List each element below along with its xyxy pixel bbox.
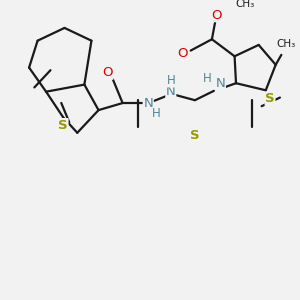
Text: N: N bbox=[166, 85, 176, 98]
Text: CH₃: CH₃ bbox=[235, 0, 254, 9]
Text: N: N bbox=[215, 77, 225, 90]
Text: O: O bbox=[212, 9, 222, 22]
Text: N: N bbox=[143, 97, 153, 110]
Text: H: H bbox=[167, 74, 176, 87]
Text: O: O bbox=[178, 47, 188, 60]
Text: S: S bbox=[190, 129, 200, 142]
Text: S: S bbox=[265, 92, 275, 105]
Text: O: O bbox=[102, 66, 113, 79]
Text: S: S bbox=[58, 118, 68, 132]
Text: H: H bbox=[152, 107, 161, 120]
Text: H: H bbox=[203, 72, 212, 85]
Text: CH₃: CH₃ bbox=[276, 38, 295, 49]
